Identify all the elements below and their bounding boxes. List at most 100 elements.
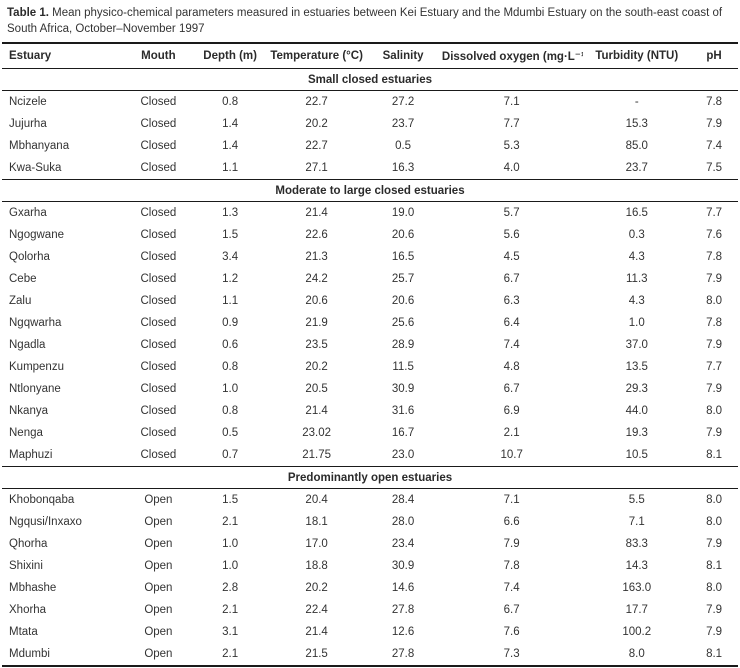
value-cell: 83.3 xyxy=(625,538,648,550)
value-cell: 20.4 xyxy=(305,494,328,506)
value-cell: Open xyxy=(144,604,173,616)
value-cell: 3.1 xyxy=(222,626,239,638)
value-cell: 7.9 xyxy=(706,427,723,439)
value-cell: 8.1 xyxy=(706,449,723,461)
value-cell: 0.8 xyxy=(222,361,239,373)
value-cell: Closed xyxy=(140,295,177,307)
value-cell: 7.9 xyxy=(706,604,723,616)
parameters-table: Estuary Mouth Depth (m) Temperature (°C) Sal… xyxy=(2,42,738,667)
value-cell: 12.6 xyxy=(391,626,415,638)
value-cell: Closed xyxy=(140,427,177,439)
value-cell: 1.0 xyxy=(628,317,645,329)
value-cell: 2.1 xyxy=(503,427,520,439)
value-cell: 22.7 xyxy=(305,96,328,108)
value-cell: 20.6 xyxy=(391,229,415,241)
value-cell: 0.5 xyxy=(395,140,412,152)
table-row: Cebe Closed 1.2 24.2 25.7 6.7 11.3 7.9 xyxy=(2,268,738,290)
table-row: Khobonqaba Open 1.5 20.4 28.4 7.1 5.5 8.0 xyxy=(2,489,738,512)
value-cell: 27.8 xyxy=(391,604,415,616)
value-cell: 21.75 xyxy=(302,449,331,461)
value-cell: 13.5 xyxy=(625,361,648,373)
value-cell: 7.7 xyxy=(503,118,520,130)
estuary-name-cell: Nkanya xyxy=(9,405,48,417)
estuary-name-cell: Maphuzi xyxy=(9,449,53,461)
value-cell: Closed xyxy=(140,383,177,395)
value-cell: 2.1 xyxy=(222,516,239,528)
table-row: Ngogwane Closed 1.5 22.6 20.6 5.6 0.3 7.6 xyxy=(2,224,738,246)
table-row: Ngqwarha Closed 0.9 21.9 25.6 6.4 1.0 7.8 xyxy=(2,312,738,334)
estuary-name-cell: Cebe xyxy=(9,273,37,285)
value-cell: 7.9 xyxy=(706,538,723,550)
value-cell: 6.4 xyxy=(503,317,520,329)
value-cell: 21.4 xyxy=(305,207,328,219)
value-cell: 4.3 xyxy=(628,251,645,263)
value-cell: 7.9 xyxy=(706,339,723,351)
table-row: Ngadla Closed 0.6 23.5 28.9 7.4 37.0 7.9 xyxy=(2,334,738,356)
value-cell: 14.6 xyxy=(391,582,415,594)
value-cell: Open xyxy=(144,538,173,550)
value-cell: 7.4 xyxy=(706,140,723,152)
table-caption: Table 1. Mean physico-chemical parameter… xyxy=(7,5,733,37)
estuary-name-cell: Shixini xyxy=(9,560,43,572)
value-cell: Open xyxy=(144,582,173,594)
value-cell: 0.7 xyxy=(222,449,239,461)
value-cell: 17.7 xyxy=(625,604,648,616)
value-cell: 163.0 xyxy=(622,582,652,594)
estuary-name-cell: Kumpenzu xyxy=(9,361,64,373)
value-cell: 6.7 xyxy=(503,383,520,395)
value-cell: 21.3 xyxy=(305,251,328,263)
value-cell: 8.0 xyxy=(706,405,723,417)
value-cell: 20.6 xyxy=(305,295,328,307)
value-cell: Open xyxy=(144,626,173,638)
estuary-name-cell: Ngqwarha xyxy=(9,317,62,329)
value-cell: 23.5 xyxy=(305,339,328,351)
value-cell: 3.4 xyxy=(222,251,239,263)
estuary-name-cell: Qhorha xyxy=(9,538,48,550)
value-cell: Closed xyxy=(140,273,177,285)
value-cell: 7.4 xyxy=(503,339,520,351)
value-cell: 22.4 xyxy=(305,604,328,616)
value-cell: 5.7 xyxy=(503,207,520,219)
value-cell: 5.3 xyxy=(503,140,520,152)
value-cell: 28.4 xyxy=(391,494,415,506)
value-cell: 24.2 xyxy=(305,273,328,285)
value-cell: 44.0 xyxy=(625,405,648,417)
value-cell: 20.2 xyxy=(305,361,328,373)
estuary-name-cell: Khobonqaba xyxy=(9,494,75,506)
value-cell: Closed xyxy=(140,140,177,152)
value-cell: Closed xyxy=(140,229,177,241)
section-header-row: Small closed estuaries xyxy=(2,68,738,91)
value-cell: 29.3 xyxy=(625,383,648,395)
estuary-name-cell: Jujurha xyxy=(9,118,47,130)
value-cell: 1.1 xyxy=(222,295,239,307)
value-cell: 11.5 xyxy=(392,361,414,373)
table-row: Zalu Closed 1.1 20.6 20.6 6.3 4.3 8.0 xyxy=(2,290,738,312)
value-cell: 22.7 xyxy=(305,140,328,152)
value-cell: Closed xyxy=(140,361,177,373)
value-cell: 1.0 xyxy=(222,560,239,572)
value-cell: 8.0 xyxy=(628,648,645,660)
value-cell: 2.8 xyxy=(222,582,239,594)
value-cell: 7.9 xyxy=(706,118,723,130)
value-cell: 21.4 xyxy=(305,626,328,638)
value-cell: 7.9 xyxy=(706,273,723,285)
table-body: Small closed estuaries Ncizele Closed 0.8 22… xyxy=(2,68,738,667)
value-cell: 27.2 xyxy=(391,96,415,108)
value-cell: 1.0 xyxy=(222,383,239,395)
value-cell: 7.3 xyxy=(503,648,520,660)
value-cell: 11.3 xyxy=(626,273,648,285)
value-cell: 37.0 xyxy=(625,339,648,351)
value-cell: 7.8 xyxy=(706,317,723,329)
value-cell: 7.9 xyxy=(503,538,520,550)
value-cell: 16.5 xyxy=(625,207,648,219)
column-header-6: Turbidity (NTU) xyxy=(583,43,691,69)
section-header-row: Predominantly open estuaries xyxy=(2,466,738,489)
value-cell: 85.0 xyxy=(625,140,648,152)
value-cell: 22.6 xyxy=(305,229,328,241)
column-header-row: Estuary Mouth Depth (m) Temperature (°C) Sal… xyxy=(2,43,738,69)
value-cell: 0.5 xyxy=(222,427,239,439)
value-cell: 1.2 xyxy=(222,273,239,285)
estuary-name-cell: Mbhanyana xyxy=(9,140,70,152)
section-header-label: Predominantly open estuaries xyxy=(2,466,738,489)
